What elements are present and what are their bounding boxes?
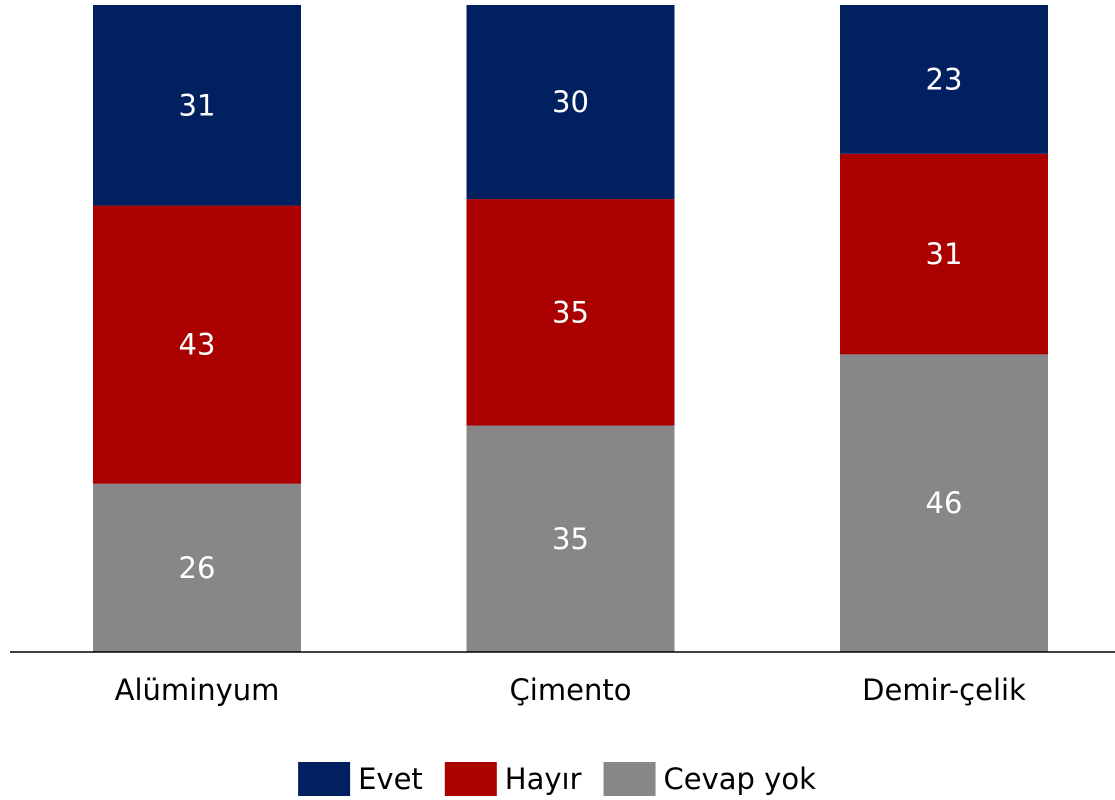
- legend-swatch: [603, 762, 656, 796]
- bar-segment: [93, 5, 301, 206]
- data-label: 30: [552, 85, 589, 119]
- data-label: 31: [179, 88, 216, 122]
- data-label: 46: [926, 486, 963, 520]
- bar-segment: [466, 425, 675, 652]
- bar-segment: [93, 483, 301, 652]
- legend-label: Cevap yok: [664, 762, 817, 796]
- bar-segment: [840, 153, 1048, 355]
- bar-segment: [840, 354, 1048, 652]
- data-label: 31: [926, 237, 963, 271]
- data-label: 35: [552, 522, 589, 556]
- data-label: 23: [926, 62, 963, 96]
- bar-segment: [840, 5, 1048, 154]
- x-tick-label: Alüminyum: [115, 673, 280, 707]
- data-label: 26: [179, 551, 216, 585]
- x-tick-label: Demir-çelik: [862, 673, 1026, 707]
- legend-swatch: [298, 762, 351, 796]
- data-label: 35: [552, 295, 589, 329]
- legend-label: Evet: [358, 762, 423, 796]
- bar-segment: [466, 199, 675, 426]
- bar-segment: [93, 205, 301, 484]
- data-label: 43: [179, 328, 216, 362]
- x-tick-label: Çimento: [510, 673, 632, 707]
- bar-segment: [466, 5, 675, 200]
- legend-swatch: [444, 762, 497, 796]
- legend-label: Hayır: [505, 762, 582, 796]
